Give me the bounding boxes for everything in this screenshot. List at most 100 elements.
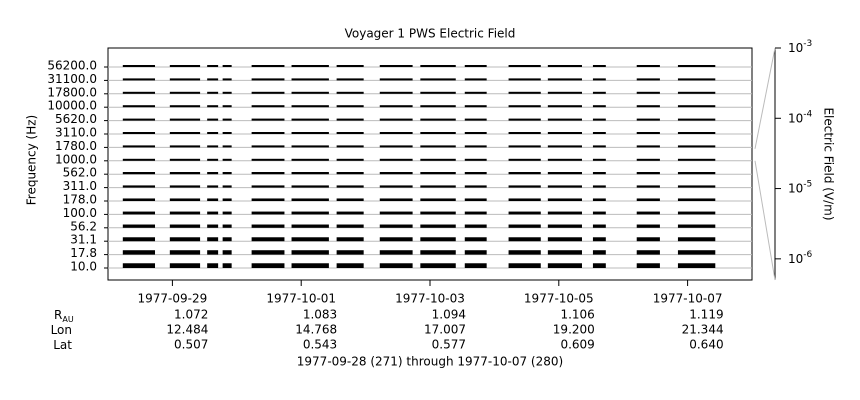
spectrum-block: [222, 198, 232, 201]
y2-tick-base: 10: [788, 181, 803, 195]
ephemeris-value: 19.200: [553, 323, 595, 337]
spectrum-block: [464, 172, 487, 175]
spectrum-block: [547, 237, 582, 242]
spectrum-block: [207, 78, 219, 81]
ephemeris-label-main: Lat: [53, 338, 72, 352]
spectrum-block: [677, 105, 716, 108]
spectrum-block: [251, 91, 285, 94]
scale-connector: [754, 47, 776, 149]
spectrum-block: [636, 105, 660, 108]
ephemeris-label-main: Lon: [51, 323, 72, 337]
spectrum-block: [379, 185, 413, 188]
spectrum-block: [122, 263, 156, 268]
spectrum-block: [464, 118, 487, 121]
spectrum-block: [379, 91, 413, 94]
spectrum-block: [122, 91, 156, 94]
y2-tick-label: 10-5: [788, 179, 812, 195]
spectrum-block: [336, 158, 364, 161]
spectrum-block: [636, 91, 660, 94]
spectrum-block: [169, 91, 201, 94]
spectrum-block: [547, 224, 582, 228]
spectrum-block: [508, 263, 541, 268]
ephemeris-value: 1.119: [689, 308, 723, 322]
spectrum-block: [336, 65, 364, 67]
spectrum-block: [508, 158, 541, 161]
spectrum-block: [251, 118, 285, 121]
x-tick-label: 1977-10-01: [266, 292, 336, 306]
spectrum-block: [420, 172, 456, 175]
spectrum-block: [636, 250, 660, 255]
spectrum-block: [464, 105, 487, 108]
spectrum-block: [636, 78, 660, 81]
spectrum-block: [251, 158, 285, 161]
spectrum-block: [379, 65, 413, 67]
spectrum-block: [379, 250, 413, 255]
spectrum-block: [169, 185, 201, 188]
y2-tick-label: 10-4: [788, 109, 813, 125]
spectrum-block: [677, 211, 716, 215]
spectrum-block: [207, 250, 219, 255]
spectrum-block: [122, 185, 156, 188]
spectrum-block: [508, 185, 541, 188]
y-axis-title: Frequency (Hz): [25, 115, 39, 206]
spectrum-block: [420, 65, 456, 67]
ephemeris-label-main: R: [54, 308, 62, 322]
spectrum-block: [379, 263, 413, 268]
ephemeris-value: 0.507: [174, 338, 208, 352]
spectrum-block: [508, 145, 541, 148]
spectrum-block: [592, 250, 606, 255]
y-tick-label: 311.0: [63, 179, 97, 193]
y-tick-label: 56200.0: [47, 59, 97, 73]
spectrum-block: [547, 145, 582, 148]
spectrum-block: [677, 172, 716, 175]
spectrum-block: [291, 172, 329, 175]
spectrum-block: [291, 237, 329, 242]
spectrum-block: [592, 185, 606, 188]
spectrum-block: [508, 118, 541, 121]
ephemeris-value: 0.609: [560, 338, 594, 352]
spectrum-block: [291, 145, 329, 148]
spectrum-block: [508, 250, 541, 255]
spectrum-block: [636, 263, 660, 268]
y-tick-label: 17.8: [70, 246, 97, 260]
y-tick-label: 562.0: [63, 166, 97, 180]
spectrum-block: [464, 78, 487, 81]
spectrum-block: [547, 105, 582, 108]
spectrum-block: [122, 78, 156, 81]
spectrum-block: [122, 250, 156, 255]
y-tick-label: 178.0: [63, 193, 97, 207]
spectrum-block: [508, 91, 541, 94]
y2-tick-exponent: -5: [803, 179, 812, 189]
spectrum-block: [420, 263, 456, 268]
spectrum-block: [592, 172, 606, 175]
spectrum-block: [291, 91, 329, 94]
y-tick-label: 31.1: [70, 233, 97, 247]
y-tick-label: 100.0: [63, 206, 97, 220]
spectrum-block: [379, 172, 413, 175]
spectrum-block: [547, 158, 582, 161]
spectrum-block: [251, 263, 285, 268]
spectrum-block: [336, 211, 364, 215]
spectrum-block: [291, 263, 329, 268]
spectrum-block: [222, 118, 232, 121]
spectrum-block: [122, 224, 156, 228]
y2-axis-title: Electric Field (V/m): [822, 107, 836, 220]
spectrum-block: [169, 118, 201, 121]
spectrum-block: [222, 91, 232, 94]
spectrum-block: [547, 172, 582, 175]
spectrum-block: [336, 185, 364, 188]
spectrum-block: [592, 263, 606, 268]
spectrum-block: [677, 118, 716, 121]
spectrum-block: [207, 65, 219, 67]
spectrum-block: [508, 105, 541, 108]
spectrum-block: [379, 145, 413, 148]
spectrum-block: [379, 118, 413, 121]
spectrum-block: [508, 132, 541, 134]
spectrum-block: [379, 224, 413, 228]
spectrum-block: [169, 224, 201, 228]
chart-title: Voyager 1 PWS Electric Field: [345, 27, 516, 41]
spectrum-block: [291, 65, 329, 67]
spectrum-block: [636, 198, 660, 201]
